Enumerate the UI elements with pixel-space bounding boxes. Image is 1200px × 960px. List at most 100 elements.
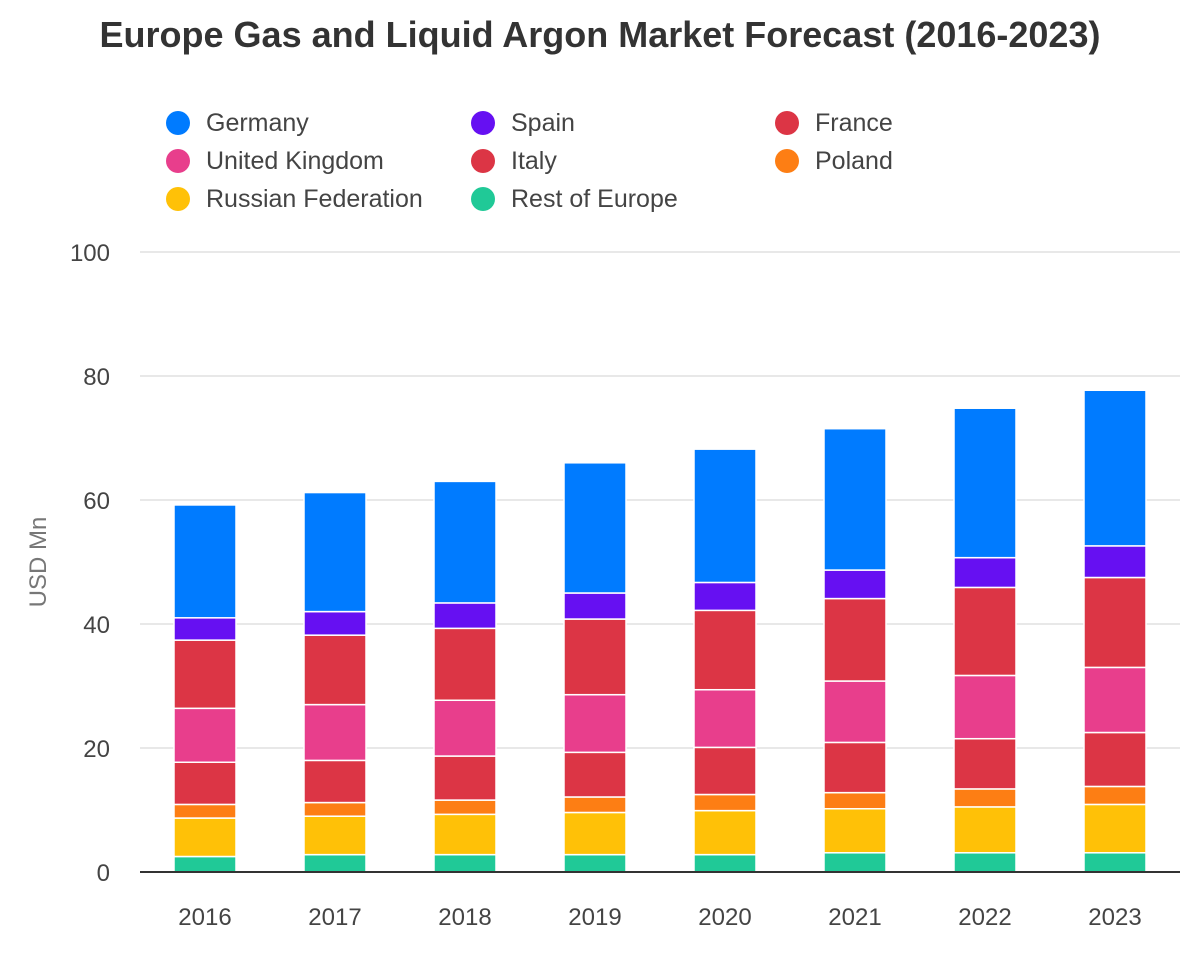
legend-item-germany[interactable]: Germany	[166, 104, 309, 142]
bar-poland-2017[interactable]	[303, 801, 367, 817]
legend-label: Germany	[206, 108, 309, 137]
bar-russian-federation-2019[interactable]	[563, 811, 627, 856]
bar-rest-of-europe-2020[interactable]	[693, 853, 757, 873]
bar-united-kingdom-2022[interactable]	[953, 674, 1017, 740]
bar-rest-of-europe-2018[interactable]	[433, 853, 497, 873]
legend-swatch	[775, 149, 799, 173]
legend-item-italy[interactable]: Italy	[471, 142, 557, 180]
bar-italy-2020[interactable]	[693, 746, 757, 796]
legend: Germany Spain France United Kingdom Italy Pol…	[166, 104, 966, 224]
bar-united-kingdom-2016[interactable]	[173, 707, 237, 764]
bar-germany-2018[interactable]	[433, 480, 497, 604]
bar-russian-federation-2018[interactable]	[433, 813, 497, 856]
legend-label: Spain	[511, 108, 575, 137]
y-tick-label-100: 100	[70, 240, 110, 267]
bar-germany-2016[interactable]	[173, 504, 237, 619]
bar-poland-2019[interactable]	[563, 796, 627, 814]
bar-france-2017[interactable]	[303, 634, 367, 706]
legend-label: United Kingdom	[206, 146, 384, 175]
bar-united-kingdom-2020[interactable]	[693, 688, 757, 749]
bar-italy-2021[interactable]	[823, 741, 887, 794]
legend-item-poland[interactable]: Poland	[775, 142, 893, 180]
bar-germany-2020[interactable]	[693, 448, 757, 584]
y-tick-label-60: 60	[83, 488, 110, 515]
legend-swatch	[166, 111, 190, 135]
bar-rest-of-europe-2022[interactable]	[953, 852, 1017, 873]
bar-poland-2020[interactable]	[693, 793, 757, 812]
x-tick-label-2023: 2023	[1088, 904, 1141, 931]
bar-spain-2022[interactable]	[953, 556, 1017, 589]
bar-france-2020[interactable]	[693, 609, 757, 691]
y-tick-label-40: 40	[83, 612, 110, 639]
x-tick-label-2021: 2021	[828, 904, 881, 931]
legend-swatch	[471, 149, 495, 173]
bar-italy-2016[interactable]	[173, 761, 237, 806]
bar-italy-2022[interactable]	[953, 737, 1017, 790]
bar-rest-of-europe-2019[interactable]	[563, 853, 627, 873]
bar-france-2019[interactable]	[563, 618, 627, 696]
legend-swatch	[775, 111, 799, 135]
bar-united-kingdom-2019[interactable]	[563, 693, 627, 754]
bar-germany-2022[interactable]	[953, 407, 1017, 559]
bar-united-kingdom-2023[interactable]	[1083, 666, 1147, 734]
legend-label: Russian Federation	[206, 184, 423, 213]
legend-label: France	[815, 108, 893, 137]
bar-united-kingdom-2017[interactable]	[303, 703, 367, 762]
bar-spain-2021[interactable]	[823, 569, 887, 600]
bar-poland-2023[interactable]	[1083, 785, 1147, 806]
y-tick-label-0: 0	[97, 860, 110, 887]
bar-united-kingdom-2021[interactable]	[823, 680, 887, 744]
bar-spain-2017[interactable]	[303, 610, 367, 636]
bar-russian-federation-2017[interactable]	[303, 815, 367, 856]
legend-swatch	[471, 187, 495, 211]
bar-rest-of-europe-2021[interactable]	[823, 852, 887, 873]
bar-italy-2023[interactable]	[1083, 731, 1147, 788]
bar-germany-2023[interactable]	[1083, 389, 1147, 547]
y-axis-title: USD Mn	[25, 517, 52, 608]
bar-spain-2019[interactable]	[563, 592, 627, 620]
bar-france-2022[interactable]	[953, 586, 1017, 677]
bar-russian-federation-2020[interactable]	[693, 809, 757, 856]
bar-france-2021[interactable]	[823, 597, 887, 682]
legend-item-rest-of-europe[interactable]: Rest of Europe	[471, 180, 678, 218]
legend-item-united-kingdom[interactable]: United Kingdom	[166, 142, 384, 180]
x-tick-label-2019: 2019	[568, 904, 621, 931]
x-tick-label-2020: 2020	[698, 904, 751, 931]
bar-poland-2018[interactable]	[433, 799, 497, 816]
legend-swatch	[166, 187, 190, 211]
bar-italy-2019[interactable]	[563, 751, 627, 798]
bar-russian-federation-2021[interactable]	[823, 808, 887, 854]
bar-rest-of-europe-2016[interactable]	[173, 855, 237, 873]
x-tick-label-2022: 2022	[958, 904, 1011, 931]
bar-russian-federation-2016[interactable]	[173, 817, 237, 858]
bar-poland-2021[interactable]	[823, 791, 887, 810]
x-tick-label-2016: 2016	[178, 904, 231, 931]
legend-label: Rest of Europe	[511, 184, 678, 213]
bar-poland-2022[interactable]	[953, 788, 1017, 808]
bar-poland-2016[interactable]	[173, 803, 237, 819]
bar-italy-2017[interactable]	[303, 759, 367, 804]
bar-spain-2020[interactable]	[693, 581, 757, 612]
bar-france-2016[interactable]	[173, 639, 237, 710]
bar-germany-2019[interactable]	[563, 462, 627, 594]
bar-spain-2023[interactable]	[1083, 545, 1147, 579]
bar-france-2018[interactable]	[433, 627, 497, 702]
bar-germany-2021[interactable]	[823, 427, 887, 571]
bar-italy-2018[interactable]	[433, 755, 497, 801]
legend-item-russian-federation[interactable]: Russian Federation	[166, 180, 423, 218]
legend-label: Italy	[511, 146, 557, 175]
bar-russian-federation-2022[interactable]	[953, 806, 1017, 854]
bar-rest-of-europe-2023[interactable]	[1083, 852, 1147, 873]
bar-france-2023[interactable]	[1083, 576, 1147, 669]
bar-united-kingdom-2018[interactable]	[433, 699, 497, 757]
legend-item-france[interactable]: France	[775, 104, 893, 142]
bar-rest-of-europe-2017[interactable]	[303, 853, 367, 873]
bar-spain-2018[interactable]	[433, 602, 497, 630]
legend-item-spain[interactable]: Spain	[471, 104, 575, 142]
bar-russian-federation-2023[interactable]	[1083, 803, 1147, 854]
bar-germany-2017[interactable]	[303, 491, 367, 613]
bar-spain-2016[interactable]	[173, 617, 237, 641]
x-tick-label-2018: 2018	[438, 904, 491, 931]
